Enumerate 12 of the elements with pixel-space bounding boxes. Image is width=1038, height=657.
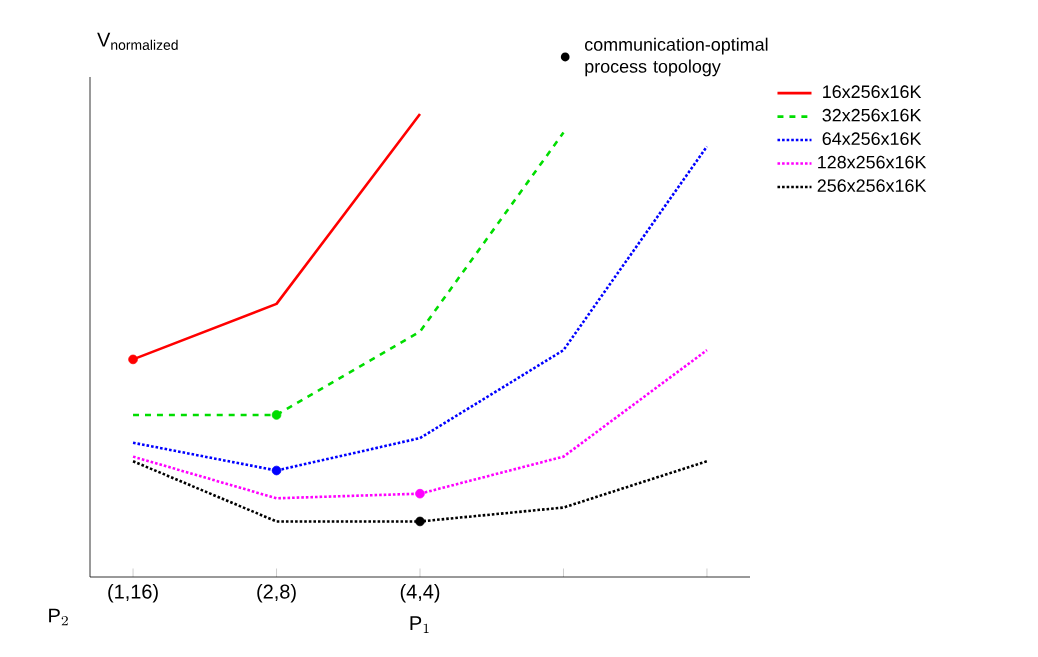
- x-tick-label: (1,16): [108, 584, 158, 603]
- x-tick-label: (4,4): [400, 584, 440, 603]
- text: communication-optimal process topology: [585, 37, 768, 77]
- x-axis-title: $\mathrm{P}_{1}$: [410, 616, 429, 633]
- legend-label: 32x256x16K: [822, 108, 922, 122]
- x-tick-label: (2,8): [257, 584, 296, 603]
- legend-label: 128x256x16K: [818, 155, 927, 169]
- text: $\mathrm{P}_{2}$: [49, 608, 68, 626]
- y-axis-title: $\mathrm{V}_{\mathrm{normalized}}$: [97, 32, 178, 50]
- legend-label: 16x256x16K: [823, 85, 922, 99]
- legend-label: 256x256x16K: [817, 179, 927, 192]
- legend-label: 64x256x16K: [822, 132, 922, 146]
